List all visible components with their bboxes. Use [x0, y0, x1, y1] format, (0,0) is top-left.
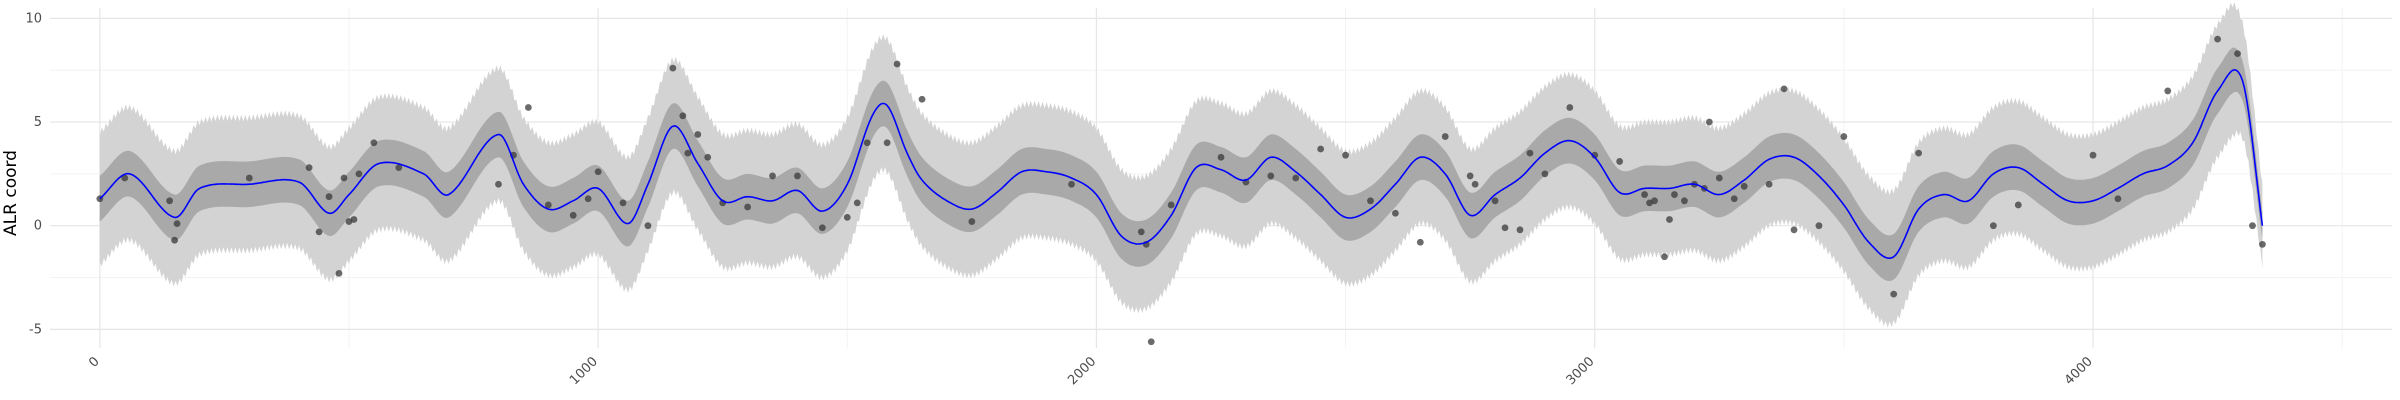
- data-point: [166, 197, 173, 205]
- data-point: [744, 203, 752, 211]
- data-point: [863, 139, 871, 147]
- data-point: [1671, 191, 1678, 198]
- y-tick-label: 5: [34, 115, 42, 130]
- y-tick-label: -5: [29, 322, 42, 337]
- data-point: [644, 222, 652, 230]
- data-point: [1740, 182, 1748, 190]
- data-point: [2249, 222, 2256, 230]
- data-point: [1890, 290, 1898, 298]
- data-point: [121, 174, 129, 182]
- data-point: [1641, 191, 1648, 198]
- data-point: [1342, 151, 1349, 159]
- data-point: [524, 104, 532, 111]
- data-point: [1541, 170, 1549, 178]
- data-point: [340, 174, 348, 182]
- mean-line: [99, 68, 2264, 260]
- data-point: [1441, 133, 1449, 140]
- data-point: [1367, 197, 1374, 205]
- outer-confidence-band: [99, 2, 2263, 328]
- data-point: [1501, 224, 1509, 232]
- data-point: [619, 199, 627, 207]
- data-point: [495, 180, 502, 188]
- data-point: [918, 95, 926, 103]
- data-point: [843, 213, 851, 221]
- data-point: [1217, 153, 1225, 161]
- data-point: [1666, 216, 1673, 223]
- data-point: [584, 195, 592, 203]
- data-point: [694, 131, 702, 138]
- data-point: [1681, 197, 1688, 205]
- data-point: [1516, 226, 1524, 234]
- data-point: [1651, 197, 1658, 205]
- data-point: [684, 149, 692, 157]
- data-point: [325, 193, 333, 201]
- data-point: [853, 199, 861, 207]
- y-tick-label: 10: [25, 11, 42, 26]
- data-point: [370, 139, 378, 147]
- data-point: [669, 64, 677, 72]
- data-point: [171, 236, 178, 244]
- data-point: [794, 172, 801, 180]
- data-point: [305, 164, 313, 172]
- data-point: [173, 220, 181, 228]
- data-point: [1317, 145, 1325, 153]
- data-point: [2259, 240, 2266, 248]
- data-point: [569, 211, 577, 219]
- data-point: [1780, 85, 1788, 93]
- data-point: [1137, 228, 1145, 236]
- inner-confidence-band: [99, 47, 2263, 281]
- data-point: [968, 218, 976, 225]
- data-point: [1147, 338, 1155, 346]
- data-point: [1491, 197, 1499, 205]
- data-point: [704, 153, 712, 161]
- data-point: [769, 172, 776, 180]
- data-point: [1815, 222, 1823, 230]
- data-point: [2014, 201, 2022, 209]
- data-point: [1392, 209, 1399, 217]
- data-point: [2089, 151, 2097, 159]
- data-point: [1167, 201, 1175, 209]
- data-point: [1616, 158, 1624, 165]
- y-axis-title: ALR coord: [1, 150, 21, 236]
- data-point: [2234, 50, 2241, 58]
- data-point: [883, 139, 891, 147]
- data-point: [2114, 195, 2122, 203]
- data-point: [2214, 35, 2221, 43]
- data-point: [1840, 133, 1848, 140]
- data-point: [893, 60, 901, 68]
- data-point: [818, 224, 826, 232]
- data-point: [1292, 174, 1300, 182]
- data-point: [1591, 151, 1599, 159]
- data-point: [335, 269, 343, 277]
- data-points: [96, 35, 2266, 346]
- data-point: [1267, 172, 1275, 180]
- data-point: [1471, 180, 1479, 188]
- data-point: [1068, 180, 1075, 188]
- data-point: [1526, 149, 1534, 157]
- data-point: [1765, 180, 1773, 188]
- data-point: [350, 216, 358, 223]
- data-point: [594, 168, 602, 176]
- data-point: [1715, 174, 1723, 182]
- data-point: [1416, 238, 1424, 246]
- data-point: [245, 174, 253, 182]
- data-point: [544, 201, 552, 209]
- y-axis-ticks: -5 0 5 10: [25, 11, 42, 337]
- data-point: [395, 164, 403, 172]
- data-point: [315, 228, 323, 236]
- data-point: [679, 112, 687, 120]
- data-point: [1790, 226, 1798, 234]
- data-point: [1466, 172, 1474, 180]
- data-point: [1989, 222, 1997, 230]
- y-tick-label: 0: [34, 219, 42, 234]
- data-point: [1705, 118, 1713, 126]
- data-point: [1566, 104, 1574, 111]
- data-point: [2164, 87, 2172, 95]
- data-point: [1730, 195, 1738, 203]
- data-point: [355, 170, 363, 178]
- data-point: [1661, 253, 1668, 261]
- data-point: [1915, 149, 1923, 157]
